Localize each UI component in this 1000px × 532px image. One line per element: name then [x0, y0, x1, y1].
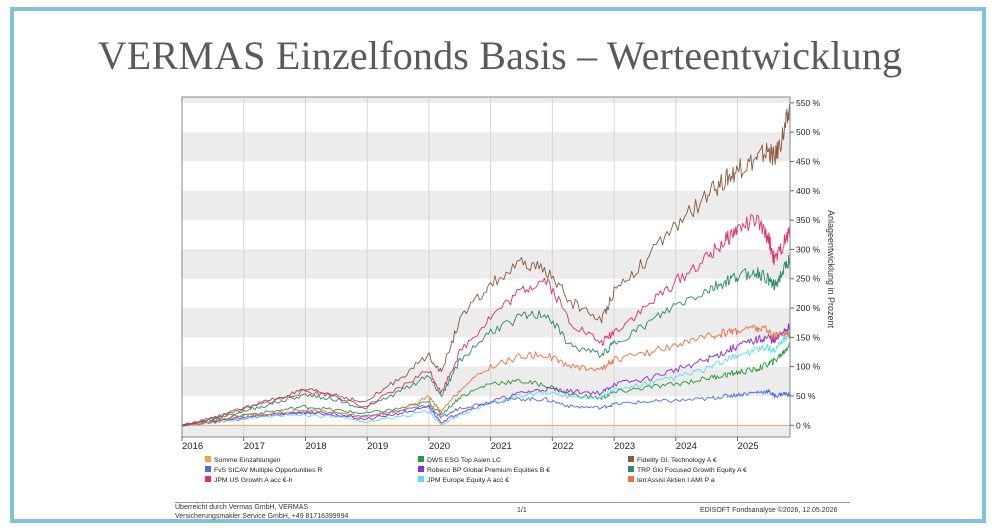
- y-tick-label: 350 %: [796, 215, 821, 225]
- legend-label: JPM Europe Equity A acc €: [427, 477, 509, 484]
- y-tick-label: 400 %: [796, 186, 821, 196]
- legend-label: terrAssisi Aktien I AMI P a: [637, 477, 715, 484]
- grid-band: [182, 249, 790, 279]
- y-tick-label: 100 %: [796, 362, 821, 372]
- grid-band: [182, 97, 790, 103]
- series-line: [181, 103, 791, 426]
- series-line: [181, 323, 791, 427]
- y-tick-label: 500 %: [796, 127, 821, 137]
- y-tick-labels: 0 % 50 % 100 % 150 % 200 % 250 % 300 % 350 % 400…: [790, 98, 821, 430]
- y-axis-title: Anlageentwicklung in Prozent: [826, 210, 836, 329]
- footer-right: EDISOFT Fondsanalyse ©2026, 12.05.2026: [700, 507, 838, 514]
- series-line: [182, 324, 791, 426]
- legend-swatch: [418, 476, 424, 482]
- legend-swatch: [205, 456, 211, 462]
- y-tick-label: 150 %: [796, 332, 821, 342]
- grid-band: [182, 308, 790, 338]
- x-tick-label: 2020: [429, 441, 450, 452]
- y-tick-label: 200 %: [796, 303, 821, 313]
- legend-label: Robeco BP Global Premium Equities B €: [427, 467, 550, 474]
- y-tick-label: 0 %: [796, 420, 811, 430]
- legend-swatch: [628, 456, 634, 462]
- x-tick-labels: 2016 2017 2018 2019 2020 2021 2022 2023 2024 2025: [181, 437, 759, 452]
- y-tick-label: 250 %: [796, 274, 821, 284]
- y-tick-label: 450 %: [796, 156, 821, 166]
- x-tick-label: 2025: [738, 441, 759, 452]
- x-tick-label: 2016: [182, 441, 203, 452]
- x-tick-label: 2017: [244, 441, 265, 452]
- series-line: [181, 328, 791, 427]
- footer-rule: [175, 502, 850, 503]
- y-tick-label: 300 %: [796, 244, 821, 254]
- legend-swatch: [628, 476, 634, 482]
- legend-swatch: [205, 466, 211, 472]
- footer-page-number: 1/1: [517, 507, 527, 514]
- x-grid: [181, 97, 739, 437]
- series-line: [181, 342, 791, 427]
- legend-swatch: [418, 456, 424, 462]
- x-tick-label: 2019: [367, 441, 388, 452]
- legend: Summe Einzahlungen FvS SICAV Multiple Opp…: [205, 456, 747, 484]
- legend-label: FvS SICAV Multiple Opportunities R: [214, 467, 322, 474]
- series-line: [181, 254, 791, 427]
- legend-label: JPM US Growth A acc €-h: [214, 477, 293, 484]
- footer-left-line2: Versicherungsmakler Service GmbH, +49 81…: [175, 512, 349, 520]
- series-line: [181, 214, 791, 426]
- x-tick-label: 2018: [305, 441, 326, 452]
- page-title: VERMAS Einzelfonds Basis – Werteentwickl…: [97, 33, 903, 78]
- y-tick-label: 50 %: [796, 391, 816, 401]
- legend-label: TRP Glo Focused Growth Equity A €: [637, 467, 747, 474]
- footer-left: Überreicht durch Vermas GmbH, VERMAS Ver…: [175, 504, 348, 521]
- legend-swatch: [205, 476, 211, 482]
- footer-left-line1: Überreicht durch Vermas GmbH, VERMAS: [175, 504, 309, 511]
- legend-swatch: [628, 466, 634, 472]
- plot-border: [181, 96, 791, 438]
- y-tick-label: 550 %: [796, 98, 821, 108]
- series-layer: [181, 103, 791, 427]
- x-tick-label: 2024: [676, 441, 697, 452]
- grid-band: [182, 132, 790, 162]
- grid-band: [182, 425, 790, 437]
- legend-label: Summe Einzahlungen: [214, 457, 281, 464]
- x-tick-label: 2022: [552, 441, 573, 452]
- grid-band: [182, 190, 790, 221]
- x-tick-label: 2021: [491, 441, 512, 452]
- legend-swatch: [418, 466, 424, 472]
- legend-label: Fidelity Gl. Technology A €: [637, 457, 717, 464]
- x-tick-label: 2023: [614, 441, 635, 452]
- legend-label: DWS ESG Top Asien LC: [427, 457, 501, 464]
